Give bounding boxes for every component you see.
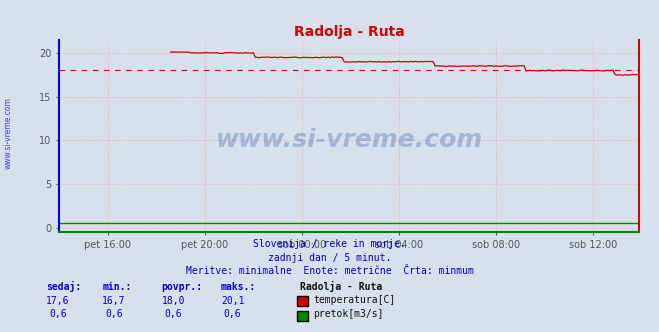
Text: 0,6: 0,6 [105,309,123,319]
Text: www.si-vreme.com: www.si-vreme.com [3,97,13,169]
Text: 20,1: 20,1 [221,296,244,306]
Text: Meritve: minimalne  Enote: metrične  Črta: minmum: Meritve: minimalne Enote: metrične Črta:… [186,266,473,276]
Text: maks.:: maks.: [221,282,256,291]
Text: zadnji dan / 5 minut.: zadnji dan / 5 minut. [268,253,391,263]
Text: 0,6: 0,6 [49,309,67,319]
Text: 17,6: 17,6 [46,296,70,306]
Title: Radolja - Ruta: Radolja - Ruta [294,25,405,39]
Text: 0,6: 0,6 [165,309,182,319]
Text: www.si-vreme.com: www.si-vreme.com [215,128,483,152]
Text: Slovenija / reke in morje.: Slovenija / reke in morje. [253,239,406,249]
Text: 18,0: 18,0 [161,296,185,306]
Text: min.:: min.: [102,282,132,291]
Text: 16,7: 16,7 [102,296,126,306]
Text: Radolja - Ruta: Radolja - Ruta [300,281,382,291]
Text: pretok[m3/s]: pretok[m3/s] [313,309,384,319]
Text: povpr.:: povpr.: [161,282,202,291]
Text: temperatura[C]: temperatura[C] [313,295,395,305]
Text: sedaj:: sedaj: [46,281,81,291]
Text: 0,6: 0,6 [224,309,241,319]
